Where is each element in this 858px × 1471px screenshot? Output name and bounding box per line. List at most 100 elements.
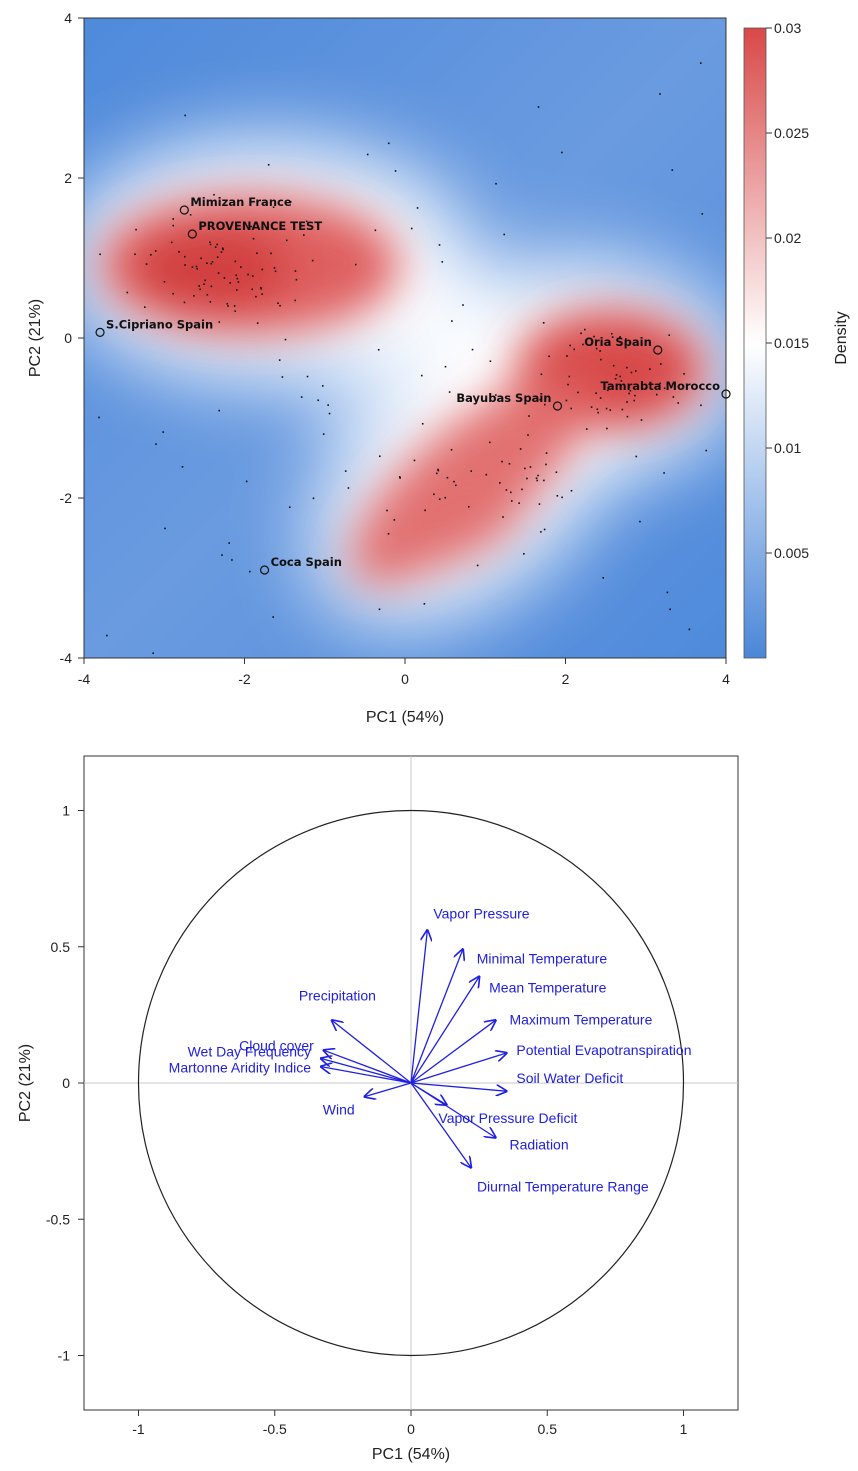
sample-dot xyxy=(619,336,621,338)
y-axis-title-bottom: PC2 (21%) xyxy=(17,1044,34,1122)
sample-dot xyxy=(216,243,218,246)
sample-dot xyxy=(398,476,401,478)
sample-dot xyxy=(234,260,237,263)
sample-dot xyxy=(322,433,325,435)
sample-dot xyxy=(221,247,224,250)
sample-dot xyxy=(659,93,661,95)
sample-dot xyxy=(451,320,453,322)
sample-dot xyxy=(247,273,249,276)
sample-dot xyxy=(437,468,439,471)
sample-dot xyxy=(218,321,221,323)
y-tick-label: -4 xyxy=(60,650,73,666)
sample-dot xyxy=(606,389,609,392)
sample-dot xyxy=(543,528,546,531)
sample-dot xyxy=(626,415,629,418)
sample-dot xyxy=(580,332,582,335)
sample-dot xyxy=(209,243,212,246)
sample-dot xyxy=(433,493,435,496)
sample-dot xyxy=(184,114,186,117)
sample-dot xyxy=(217,272,220,274)
site-label: S.Cipriano Spain xyxy=(106,317,213,331)
sample-dot xyxy=(510,500,513,502)
sample-dot xyxy=(252,275,254,277)
sample-dot xyxy=(312,497,315,500)
sample-dot xyxy=(144,306,146,308)
sample-dot xyxy=(206,262,208,265)
sample-dot xyxy=(699,62,702,64)
sample-dot xyxy=(191,266,194,268)
sample-dot xyxy=(505,489,508,491)
sample-dot xyxy=(519,448,522,450)
x-tick-label: -2 xyxy=(238,671,251,687)
sample-dot xyxy=(600,358,602,361)
variable-label: Radiation xyxy=(509,1137,568,1153)
sample-dot xyxy=(267,164,270,166)
variable-arrow xyxy=(410,1082,471,1167)
site-label: PROVENANCE TEST xyxy=(198,219,322,233)
sample-dot xyxy=(226,302,229,305)
site-marker xyxy=(259,565,270,575)
sample-dot xyxy=(540,373,543,376)
sample-dot xyxy=(178,250,180,253)
sample-dot xyxy=(455,484,457,487)
sample-dot xyxy=(235,289,238,291)
sample-dot xyxy=(260,288,263,290)
sample-dot xyxy=(543,479,545,482)
labeled-sites: Mimizan France PROVENANCE TEST S.Cipriano … xyxy=(95,195,731,575)
sample-dot xyxy=(274,270,277,273)
sample-dot xyxy=(566,355,568,357)
sample-dot xyxy=(602,576,605,579)
sample-dot xyxy=(245,480,248,483)
variable-arrow xyxy=(410,1082,506,1091)
sample-dot xyxy=(542,322,545,324)
y-tick-label: 0 xyxy=(62,1075,70,1091)
sample-dot xyxy=(272,616,274,618)
site-marker xyxy=(721,389,731,399)
site-marker xyxy=(187,229,197,239)
x-tick-label: 2 xyxy=(562,671,570,687)
sample-dot xyxy=(448,391,451,393)
sample-dot xyxy=(639,520,641,523)
sample-dot xyxy=(278,359,281,361)
sample-dot xyxy=(231,559,233,561)
sample-dot xyxy=(328,412,331,415)
sample-dot xyxy=(476,564,479,567)
variable-label: Potential Evapotranspiration xyxy=(516,1042,691,1058)
sample-dot xyxy=(237,281,240,283)
sample-dot xyxy=(284,338,287,341)
sample-dot xyxy=(597,411,599,414)
sample-dot xyxy=(240,266,242,268)
sample-dot xyxy=(281,376,284,378)
sample-dot xyxy=(688,628,691,631)
sample-dot xyxy=(134,253,136,256)
sample-dot xyxy=(660,363,662,365)
x-tick-label: 0 xyxy=(407,1421,415,1437)
sample-dot xyxy=(666,591,669,594)
sample-dot xyxy=(172,292,174,295)
unit-circle xyxy=(137,809,685,1357)
variable-label: Minimal Temperature xyxy=(477,950,608,966)
sample-dot xyxy=(556,495,559,497)
sample-dot xyxy=(377,348,380,351)
y-tick-label: 2 xyxy=(64,170,72,186)
sample-dot xyxy=(611,336,614,338)
sample-dot xyxy=(544,403,546,406)
sample-dot xyxy=(209,241,211,244)
sample-dot xyxy=(210,285,213,288)
x-axis-ticks: -4 -2 0 2 4 xyxy=(78,658,730,687)
sample-dot xyxy=(626,366,628,369)
sample-dot xyxy=(615,374,618,376)
sample-dot xyxy=(488,441,491,444)
site-marker xyxy=(653,345,663,355)
variable-arrow xyxy=(410,977,479,1084)
sample-dot xyxy=(410,227,413,230)
sample-dot xyxy=(582,343,584,346)
sample-dot xyxy=(620,380,623,382)
sample-dot xyxy=(211,260,214,263)
sample-dot xyxy=(669,608,671,611)
sample-dot xyxy=(528,415,530,417)
sample-dot xyxy=(501,460,503,463)
y-tick-label: 0.5 xyxy=(51,939,71,955)
sample-dot xyxy=(256,252,258,255)
